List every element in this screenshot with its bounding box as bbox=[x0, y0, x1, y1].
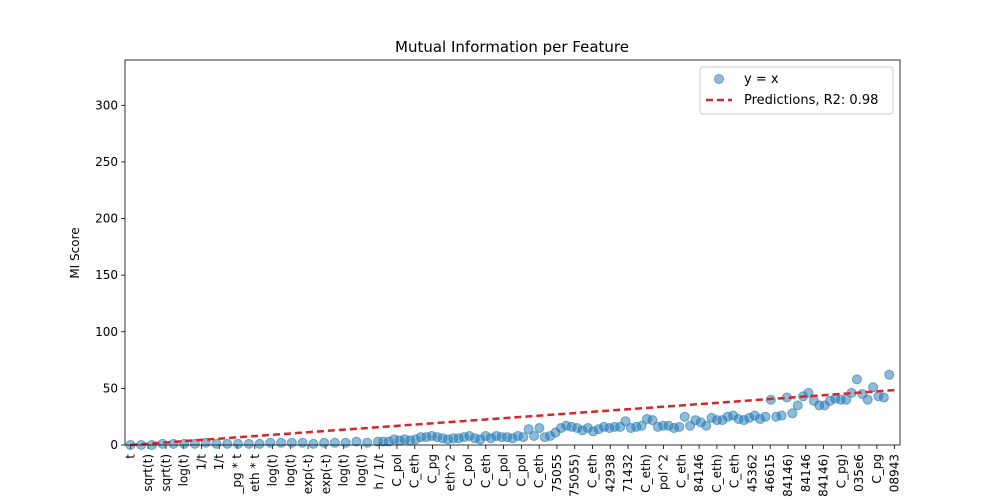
scatter-point bbox=[868, 382, 879, 393]
scatter-point bbox=[189, 438, 200, 449]
x-tick-label: C_pg) bbox=[834, 454, 848, 488]
x-tick-label: sqrt(t) bbox=[159, 454, 173, 492]
scatter-point bbox=[243, 438, 254, 449]
scatter-point bbox=[884, 369, 895, 380]
scatter-point bbox=[787, 408, 798, 419]
scatter-point bbox=[351, 436, 362, 447]
axes-frame bbox=[124, 59, 901, 446]
scatter-point bbox=[636, 420, 647, 431]
scatter-point bbox=[701, 420, 712, 431]
scatter-point bbox=[792, 400, 803, 411]
scatter-point bbox=[620, 416, 631, 427]
scatter-point bbox=[674, 421, 685, 432]
scatter-point bbox=[222, 438, 233, 449]
x-tick-label: 84146) bbox=[817, 454, 831, 497]
x-tick-label: 42938 bbox=[603, 454, 617, 492]
x-tick-label: C_eth) bbox=[710, 454, 724, 493]
scatter-point bbox=[308, 438, 319, 449]
x-tick-label: C_pg bbox=[870, 454, 884, 484]
scatter-point bbox=[534, 423, 545, 434]
scatter-point bbox=[529, 430, 540, 441]
x-tick-label: 75055) bbox=[568, 454, 582, 497]
x-tick-label: C_pol bbox=[514, 454, 528, 487]
legend: y = x Predictions, R2: 0.98 bbox=[699, 66, 894, 115]
x-tick-label: C_eth bbox=[408, 454, 422, 488]
x-tick-label: 71432 bbox=[621, 454, 635, 492]
x-tick-label: t bbox=[123, 454, 137, 459]
x-tick-label: sqrt(t) bbox=[141, 454, 155, 492]
scatter-point bbox=[851, 374, 862, 385]
x-tick-label: C_pol bbox=[461, 454, 475, 487]
x-tick-label: log(t) bbox=[354, 454, 368, 486]
x-tick-label: exp(-t) bbox=[319, 454, 333, 494]
x-tick-label: h / 1/t bbox=[372, 454, 386, 490]
x-tick-label: 1/t bbox=[212, 454, 226, 471]
legend-marker-scatter bbox=[714, 74, 724, 84]
scatter-point bbox=[254, 438, 265, 449]
scatter-point bbox=[878, 392, 889, 403]
scatter-point bbox=[776, 410, 787, 421]
x-tick-label: 1/t bbox=[194, 454, 208, 471]
scatter-point bbox=[276, 437, 287, 448]
x-tick-label: pol^2 bbox=[657, 454, 671, 490]
x-tick-label: 45362 bbox=[745, 454, 759, 492]
y-tick-label: 150 bbox=[95, 268, 118, 282]
x-tick-label: C_pol bbox=[390, 454, 404, 487]
legend-label-scatter: y = x bbox=[744, 72, 779, 87]
y-tick-label: 300 bbox=[95, 98, 118, 112]
scatter-point bbox=[760, 411, 771, 422]
x-tick-label: 84146 bbox=[799, 454, 813, 492]
legend-label-line: Predictions, R2: 0.98 bbox=[744, 93, 878, 108]
y-tick-label: 0 bbox=[110, 438, 118, 452]
x-tick-label: C_eth bbox=[532, 454, 546, 488]
scatter-point bbox=[523, 424, 534, 435]
legend-box bbox=[699, 66, 894, 115]
scatter-point bbox=[329, 437, 340, 448]
scatter-point bbox=[233, 438, 244, 449]
x-tick-label: C_eth) bbox=[639, 454, 653, 493]
scatter-point bbox=[265, 437, 276, 448]
scatter-point bbox=[157, 438, 168, 449]
scatter-point bbox=[286, 437, 297, 448]
scatter-point bbox=[362, 437, 373, 448]
x-tick-label: C_eth bbox=[585, 454, 599, 488]
x-tick-label: 84146 bbox=[692, 454, 706, 492]
y-tick-label: 250 bbox=[95, 155, 118, 169]
x-tick-label: log(t) bbox=[266, 454, 280, 486]
x-tick-label: C_pol bbox=[497, 454, 511, 487]
scatter-point bbox=[518, 432, 529, 443]
y-tick-label: 100 bbox=[95, 325, 118, 339]
x-tick-label: log(t) bbox=[177, 454, 191, 486]
x-tick-label: 84146) bbox=[781, 454, 795, 497]
x-tick-label: C_pg bbox=[426, 454, 440, 484]
x-tick-label: log(t) bbox=[283, 454, 297, 486]
scatter-point bbox=[862, 394, 873, 405]
x-tick-label: 46615 bbox=[763, 454, 777, 492]
scatter-point bbox=[679, 411, 690, 422]
prediction-line bbox=[130, 388, 895, 447]
x-tick-label: C_eth bbox=[479, 454, 493, 488]
x-tick-label: 08943 bbox=[888, 454, 902, 492]
scatter-point bbox=[297, 437, 308, 448]
scatter-point bbox=[319, 437, 330, 448]
x-tick-label: 75055 bbox=[550, 454, 564, 492]
scatter-point bbox=[841, 394, 852, 405]
x-tick-label: 035e6 bbox=[852, 454, 866, 492]
chart-title: Mutual Information per Feature bbox=[395, 38, 629, 56]
x-tick-label: C_eth bbox=[674, 454, 688, 488]
scatter-point bbox=[340, 437, 351, 448]
y-tick-label: 50 bbox=[103, 381, 118, 395]
x-tick-label: _pg * t bbox=[230, 454, 244, 495]
x-tick-label: C_eth bbox=[728, 454, 742, 488]
x-tick-label: eth * t bbox=[248, 454, 262, 492]
y-axis-label: MI Score bbox=[68, 227, 82, 278]
x-tick-label: eth^2 bbox=[443, 454, 457, 491]
x-tick-label: exp(-t) bbox=[301, 454, 315, 494]
y-tick-label: 200 bbox=[95, 212, 118, 226]
scatter-point bbox=[647, 415, 658, 426]
scatter-point bbox=[211, 438, 222, 449]
x-tick-label: log(t) bbox=[337, 454, 351, 486]
